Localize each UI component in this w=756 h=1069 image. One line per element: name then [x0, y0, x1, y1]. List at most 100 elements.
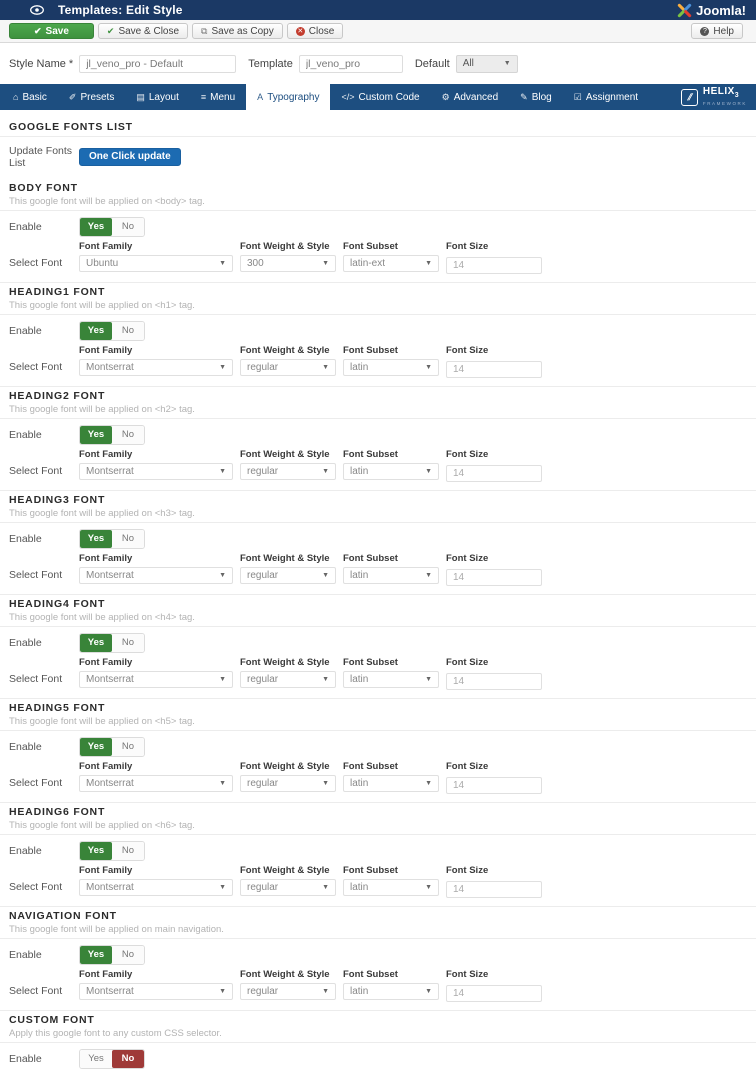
tab-label: Typography: [267, 91, 320, 103]
font-size-input[interactable]: [446, 673, 542, 690]
enable-label: Enable: [9, 429, 42, 441]
enable-label: Enable: [9, 637, 42, 649]
font-subset-select[interactable]: latin ▼: [343, 775, 439, 792]
style-name-input[interactable]: [79, 54, 237, 73]
font-subset-select[interactable]: latin-ext ▼: [343, 255, 439, 272]
tab-label: Menu: [210, 91, 236, 103]
tab-typography[interactable]: A Typography: [246, 84, 331, 110]
font-size-input[interactable]: [446, 985, 542, 1002]
tab-menu[interactable]: ≡ Menu: [190, 84, 246, 110]
enable-yes-button[interactable]: Yes: [80, 322, 112, 340]
style-meta-row: Style Name * Template Default All ▼: [0, 43, 756, 84]
font-weight-select[interactable]: regular ▼: [240, 567, 336, 584]
font-weight-select[interactable]: regular ▼: [240, 775, 336, 792]
section-title: BODY FONT: [9, 182, 78, 194]
one-click-update-button[interactable]: One Click update: [79, 148, 181, 166]
section-title: HEADING2 FONT: [9, 390, 106, 402]
enable-no-button[interactable]: No: [112, 842, 144, 860]
font-section-heading2-font: HEADING2 FONT This google font will be a…: [0, 386, 756, 490]
font-weight-select[interactable]: regular ▼: [240, 983, 336, 1000]
font-family-select[interactable]: Montserrat ▼: [79, 983, 233, 1000]
font-family-select[interactable]: Montserrat ▼: [79, 359, 233, 376]
save-button[interactable]: ✔ Save: [9, 23, 94, 39]
font-family-select[interactable]: Montserrat ▼: [79, 879, 233, 896]
help-button[interactable]: ? Help: [691, 23, 743, 39]
enable-yes-button[interactable]: Yes: [80, 842, 112, 860]
enable-yes-button[interactable]: Yes: [80, 634, 112, 652]
tab-blog[interactable]: ✎ Blog: [509, 84, 563, 110]
font-weight-value: regular: [247, 674, 279, 685]
font-family-select[interactable]: Montserrat ▼: [79, 567, 233, 584]
font-family-select[interactable]: Montserrat ▼: [79, 775, 233, 792]
font-family-value: Ubuntu: [86, 258, 119, 269]
enable-toggle: Yes No: [79, 737, 145, 757]
tab-basic[interactable]: ⌂ Basic: [2, 84, 58, 110]
font-weight-select[interactable]: 300 ▼: [240, 255, 336, 272]
font-size-input[interactable]: [446, 569, 542, 586]
tab-presets[interactable]: ✐ Presets: [58, 84, 125, 110]
font-subset-select[interactable]: latin ▼: [343, 567, 439, 584]
enable-label: Enable: [9, 741, 42, 753]
font-family-select[interactable]: Montserrat ▼: [79, 463, 233, 480]
enable-no-button[interactable]: No: [112, 738, 144, 756]
save-copy-button[interactable]: ⧉ Save as Copy: [192, 23, 283, 39]
font-subset-select[interactable]: latin ▼: [343, 359, 439, 376]
check-icon: ✔: [34, 25, 42, 36]
font-size-header: Font Size: [446, 241, 489, 252]
section-description: This google font will be applied on <h6>…: [9, 820, 195, 831]
font-family-header: Font Family: [79, 553, 133, 564]
font-subset-select[interactable]: latin ▼: [343, 671, 439, 688]
enable-no-button[interactable]: No: [112, 946, 144, 964]
font-family-select[interactable]: Ubuntu ▼: [79, 255, 233, 272]
enable-no-button[interactable]: No: [112, 634, 144, 652]
font-size-input[interactable]: [446, 361, 542, 378]
font-size-input[interactable]: [446, 881, 542, 898]
font-weight-select[interactable]: regular ▼: [240, 463, 336, 480]
font-subset-select[interactable]: latin ▼: [343, 879, 439, 896]
select-font-label: Select Font: [9, 569, 63, 581]
font-size-input[interactable]: [446, 257, 542, 274]
font-weight-select[interactable]: regular ▼: [240, 359, 336, 376]
close-button[interactable]: ✕ Close: [286, 23, 344, 39]
section-header: HEADING3 FONT This google font will be a…: [0, 491, 756, 523]
tab-label: Advanced: [453, 91, 499, 103]
font-size-input[interactable]: [446, 465, 542, 482]
enable-no-button[interactable]: No: [112, 218, 144, 236]
font-section-navigation-font: NAVIGATION FONT This google font will be…: [0, 906, 756, 1010]
tab-icon: </>: [341, 92, 355, 102]
save-close-button[interactable]: ✔ Save & Close: [97, 23, 189, 39]
enable-label: Enable: [9, 1053, 42, 1065]
enable-yes-button[interactable]: Yes: [80, 946, 112, 964]
enable-yes-button[interactable]: Yes: [80, 530, 112, 548]
tab-layout[interactable]: ▤ Layout: [125, 84, 190, 110]
chevron-down-icon: ▼: [322, 780, 329, 787]
enable-yes-button[interactable]: Yes: [80, 218, 112, 236]
font-weight-select[interactable]: regular ▼: [240, 879, 336, 896]
tab-advanced[interactable]: ⚙ Advanced: [431, 84, 510, 110]
font-subset-header: Font Subset: [343, 865, 398, 876]
font-subset-select[interactable]: latin ▼: [343, 463, 439, 480]
font-size-input[interactable]: [446, 777, 542, 794]
enable-yes-button[interactable]: Yes: [80, 426, 112, 444]
section-header: HEADING1 FONT This google font will be a…: [0, 283, 756, 315]
template-input[interactable]: [298, 54, 403, 73]
section-description: Apply this google font to any custom CSS…: [9, 1028, 222, 1039]
enable-no-button[interactable]: No: [112, 1050, 144, 1068]
default-select[interactable]: All ▼: [455, 54, 518, 73]
enable-yes-button[interactable]: Yes: [80, 738, 112, 756]
tab-assignment[interactable]: ☑ Assignment: [563, 84, 649, 110]
font-family-select[interactable]: Montserrat ▼: [79, 671, 233, 688]
tab-label: Blog: [531, 91, 552, 103]
enable-no-button[interactable]: No: [112, 530, 144, 548]
enable-no-button[interactable]: No: [112, 322, 144, 340]
tab-custom-code[interactable]: </> Custom Code: [330, 84, 430, 110]
font-weight-header: Font Weight & Style: [240, 761, 330, 772]
enable-yes-button[interactable]: Yes: [80, 1050, 112, 1068]
enable-no-button[interactable]: No: [112, 426, 144, 444]
font-weight-select[interactable]: regular ▼: [240, 671, 336, 688]
select-font-label: Select Font: [9, 673, 63, 685]
chevron-down-icon: ▼: [219, 676, 226, 683]
tab-label: Layout: [148, 91, 179, 103]
font-subset-select[interactable]: latin ▼: [343, 983, 439, 1000]
chevron-down-icon: ▼: [219, 572, 226, 579]
